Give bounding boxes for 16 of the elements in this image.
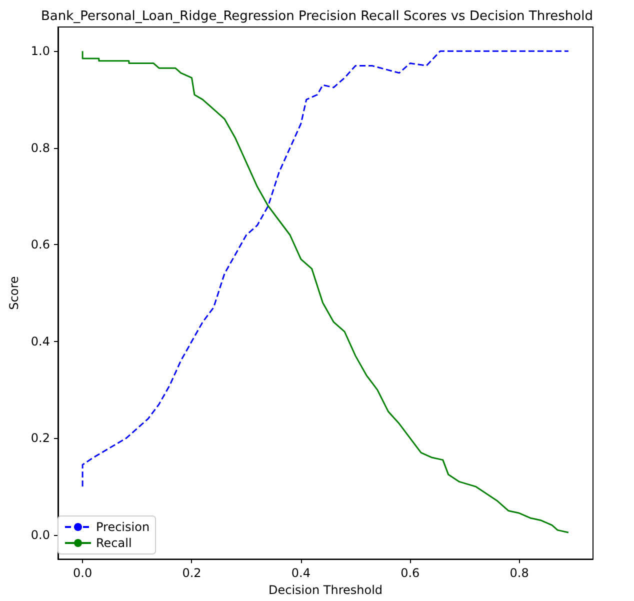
x-tick-label: 0.0 — [73, 566, 92, 580]
y-tick-label: 0.0 — [30, 528, 50, 542]
y-tick-label: 0.2 — [30, 431, 50, 446]
y-tick-label: 0.8 — [30, 140, 50, 155]
legend-label: Recall — [96, 536, 132, 550]
x-tick-label: 0.8 — [510, 566, 529, 580]
y-axis-title: Score — [7, 276, 21, 310]
x-tick-label: 0.6 — [400, 566, 420, 580]
y-tick-label: 0.4 — [30, 334, 50, 348]
legend-label: Precision — [96, 520, 150, 534]
y-tick-label: 1.0 — [30, 44, 50, 58]
x-axis-title: Decision Threshold — [268, 583, 383, 597]
x-tick-label: 0.4 — [291, 566, 310, 580]
chart-title: Bank_Personal_Loan_Ridge_Regression Precision Recall Scores vs Decision Threshold — [41, 9, 593, 24]
y-tick-label: 0.6 — [30, 238, 50, 252]
x-tick-label: 0.2 — [182, 566, 202, 580]
